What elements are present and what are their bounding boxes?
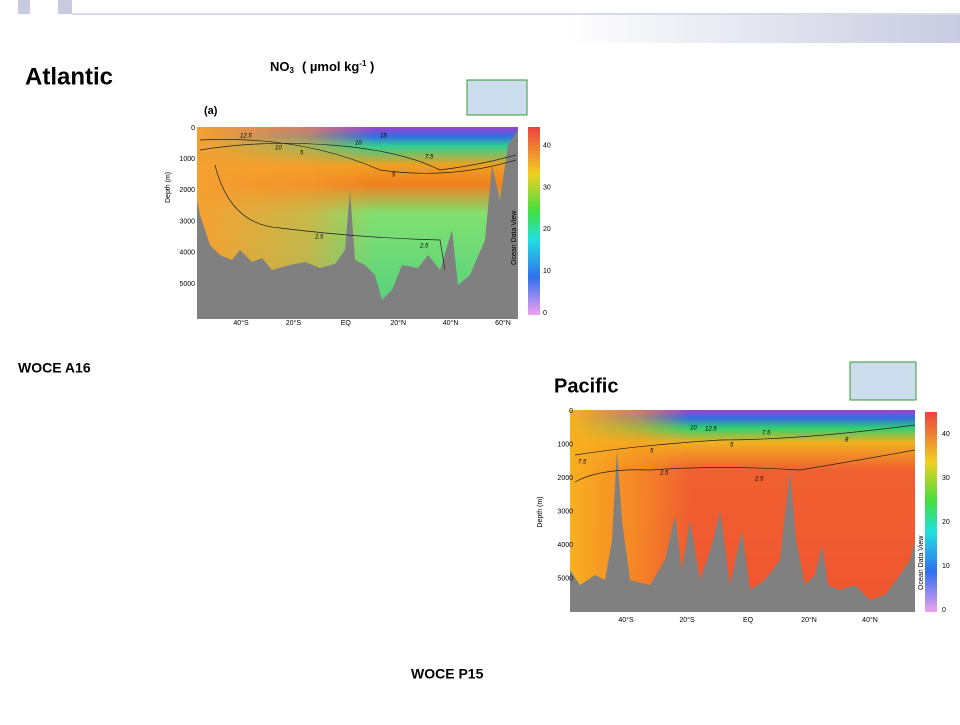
x-tick-label: EQ <box>341 320 352 327</box>
t: -1 <box>359 59 367 68</box>
colorbar-label: 20 <box>543 226 551 233</box>
contour-label: 2.5 <box>659 471 669 477</box>
colorbar-label: 30 <box>543 184 551 191</box>
y-tick-label: 3000 <box>179 218 195 225</box>
watermark: Ocean Data View <box>918 535 925 590</box>
contour-label: 5 <box>392 173 396 179</box>
bathymetry <box>570 450 915 612</box>
contour-label: 10 <box>275 146 282 152</box>
t: NO <box>270 59 290 74</box>
x-tick-label: 40°S <box>233 319 249 327</box>
contour <box>199 139 517 174</box>
contour-label: 12.5 <box>240 134 252 140</box>
contour-label: 10 <box>355 141 362 147</box>
contour <box>574 449 916 483</box>
y-tick-label: 1000 <box>557 441 573 448</box>
t: ( µmol kg <box>302 59 359 74</box>
t: 3 <box>290 66 295 75</box>
a16-label: WOCE A16 <box>18 360 91 376</box>
contour <box>214 164 446 271</box>
y-tick-label: 5000 <box>557 575 573 582</box>
contour-label: 8 <box>845 438 849 444</box>
y-tick-label: 0 <box>191 125 195 132</box>
map-inset <box>466 79 528 116</box>
contour-label: 10 <box>690 426 697 432</box>
contour-label: 2.5 <box>419 244 429 250</box>
contour-label: 7.5 <box>762 431 771 437</box>
deco <box>18 0 30 14</box>
y-tick-label: 0 <box>569 408 573 415</box>
colorbar <box>528 127 540 315</box>
colorbar-label: 20 <box>942 519 950 526</box>
x-tick-label: 60°N <box>495 319 511 327</box>
x-tick-label: 40°S <box>618 616 634 624</box>
y-tick-label: 2000 <box>179 187 195 194</box>
contour <box>574 424 916 456</box>
colorbar-label: 10 <box>942 563 950 570</box>
contour-label: 15 <box>380 134 387 140</box>
contour <box>199 142 517 171</box>
atlantic-title: Atlantic <box>25 63 113 90</box>
y-tick-label: 4000 <box>179 250 195 257</box>
p15-label: WOCE P15 <box>411 666 484 682</box>
pacific-plot: Depth (m) Ocean Data View <box>537 361 937 612</box>
y-tick-label: 3000 <box>557 508 573 515</box>
x-tick-label: 40°N <box>862 616 878 624</box>
plot-title: NO3 ( µmol kg-1 ) <box>270 59 374 75</box>
colorbar-label: 40 <box>942 431 950 438</box>
y-tick-label: 2000 <box>557 475 573 482</box>
contour-label: 12.5 <box>705 427 717 433</box>
x-tick-label: 20°S <box>286 319 302 327</box>
watermark: Ocean Data View <box>511 210 518 265</box>
t: ) <box>366 59 374 74</box>
contour-label: 5 <box>650 449 654 455</box>
bathymetry <box>197 130 518 319</box>
contour-label: 5 <box>300 151 304 157</box>
x-tick-label: 20°S <box>679 616 695 624</box>
deco-bar <box>565 15 960 43</box>
contour-label: 5 <box>730 443 734 449</box>
x-tick-label: 20°N <box>390 319 406 327</box>
contour-label: 2.5 <box>754 477 764 483</box>
colorbar <box>925 412 937 612</box>
y-tick-label: 5000 <box>179 281 195 288</box>
atlantic-plot: NO3 ( µmol kg-1 ) (a) Depth (m) Ocean Dat… <box>165 59 540 319</box>
colorbar-label: 40 <box>543 143 551 150</box>
x-tick-label: EQ <box>743 617 754 624</box>
x-tick-label: 20°N <box>801 616 817 624</box>
colorbar-label: 0 <box>543 310 547 317</box>
contour-label: 7.5 <box>425 155 434 161</box>
y-label: Depth (m) <box>165 172 172 203</box>
colorbar-label: 0 <box>942 607 946 614</box>
contour-label: 2.5 <box>314 235 324 241</box>
y-label: Depth (m) <box>537 496 544 527</box>
map-inset <box>849 361 917 401</box>
colorbar-label: 10 <box>543 268 551 275</box>
panel-label: (a) <box>204 105 218 117</box>
y-tick-label: 4000 <box>557 542 573 549</box>
pacific-title: Pacific <box>554 375 618 397</box>
x-tick-label: 40°N <box>443 319 459 327</box>
deco <box>58 0 72 14</box>
contour-label: 7.5 <box>578 460 587 466</box>
colorbar-label: 30 <box>942 475 950 482</box>
y-tick-label: 1000 <box>179 156 195 163</box>
